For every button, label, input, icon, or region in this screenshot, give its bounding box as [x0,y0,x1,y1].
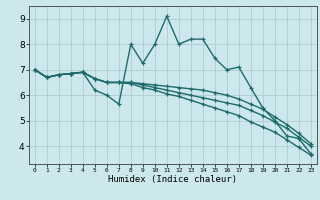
X-axis label: Humidex (Indice chaleur): Humidex (Indice chaleur) [108,175,237,184]
